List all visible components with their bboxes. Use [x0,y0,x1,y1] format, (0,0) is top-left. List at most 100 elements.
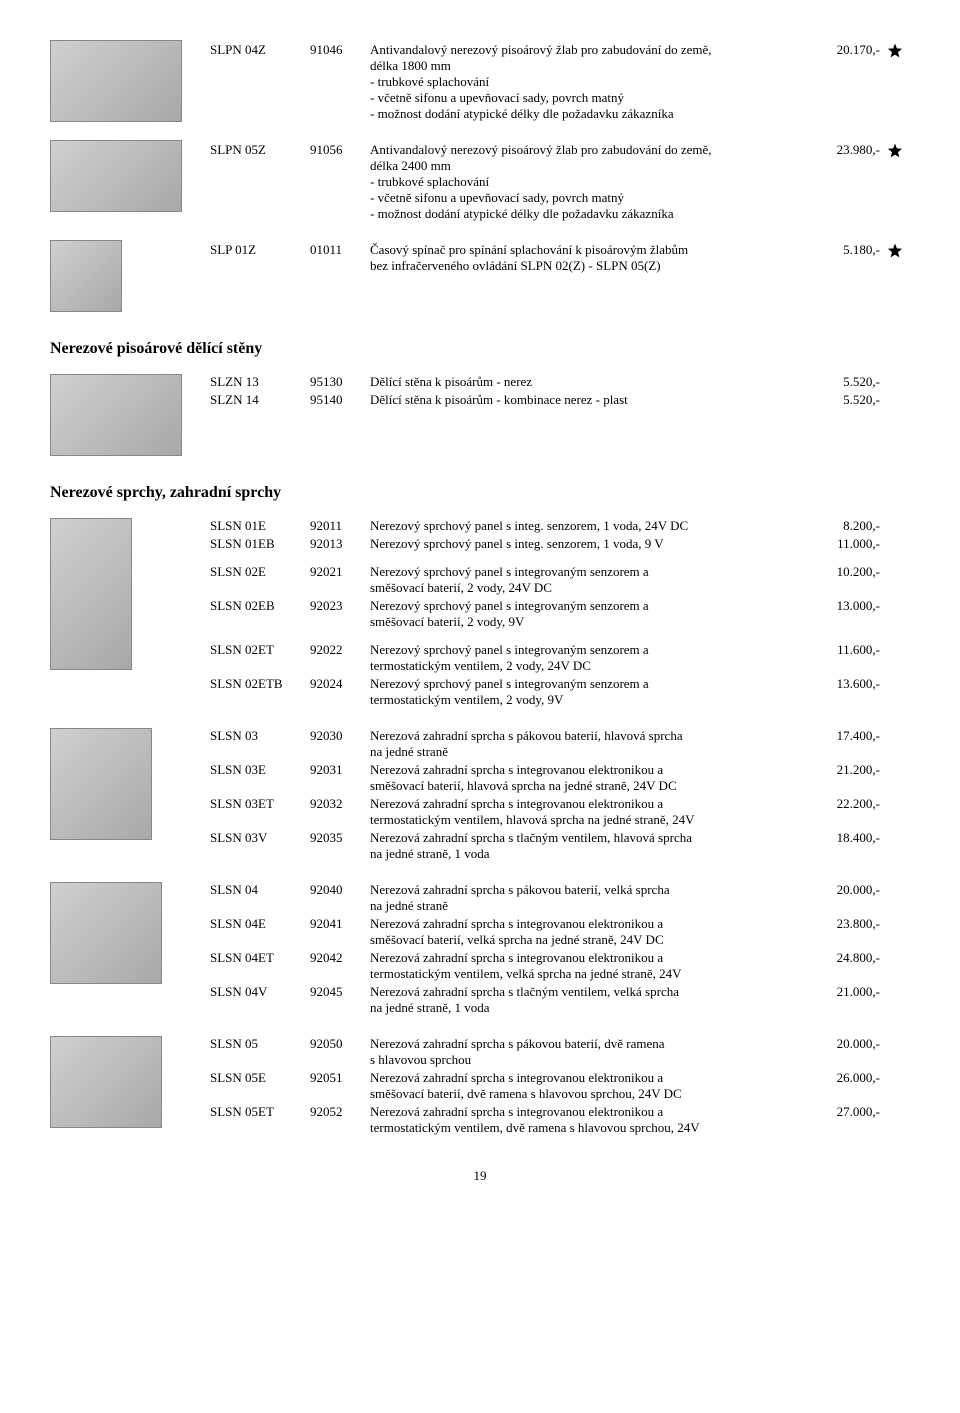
product-price: 22.200,- [810,796,880,828]
product-description: Dělící stěna k pisoárům - kombinace nere… [370,392,810,408]
product-price: 13.600,- [810,676,880,708]
product-description: Nerezová zahradní sprcha s tlačným venti… [370,830,810,862]
product-code: SLSN 03ET [210,796,310,828]
product-row: SLP 01Z01011Časový spínač pro spínání sp… [50,240,910,312]
product-description: Dělící stěna k pisoárům - nerez [370,374,810,390]
product-image [50,374,182,456]
product-line: SLSN 03ET92032Nerezová zahradní sprcha s… [210,796,880,828]
product-line: SLZN 1395130Dělící stěna k pisoárům - ne… [210,374,880,390]
product-price: 5.180,- [810,240,880,258]
product-number: 92031 [310,762,370,794]
section-heading-dividers: Nerezové pisoárové dělící stěny [50,340,910,358]
product-description: Nerezová zahradní sprcha s integrovanou … [370,762,810,794]
product-line: SLSN 05E92051Nerezová zahradní sprcha s … [210,1070,880,1102]
product-price: 20.170,- [810,40,880,58]
product-code: SLSN 04ET [210,950,310,982]
product-code: SLZN 13 [210,374,310,390]
product-line: SLSN 0392030Nerezová zahradní sprcha s p… [210,728,880,760]
product-description: Nerezová zahradní sprcha s tlačným venti… [370,984,810,1016]
product-code: SLPN 05Z [210,140,310,158]
product-price: 20.000,- [810,1036,880,1068]
product-description: Nerezový sprchový panel s integrovaným s… [370,598,810,630]
product-price: 21.000,- [810,984,880,1016]
product-description: Nerezová zahradní sprcha s integrovanou … [370,1104,810,1136]
product-code: SLSN 01E [210,518,310,534]
product-price: 11.600,- [810,642,880,674]
product-price: 5.520,- [810,374,880,390]
product-image [50,518,132,670]
product-price: 8.200,- [810,518,880,534]
product-number: 95130 [310,374,370,390]
product-code: SLSN 05E [210,1070,310,1102]
product-group: SLSN 0492040Nerezová zahradní sprcha s p… [50,882,910,1018]
product-group: SLSN 0392030Nerezová zahradní sprcha s p… [50,728,910,864]
product-number: 95140 [310,392,370,408]
product-price: 27.000,- [810,1104,880,1136]
product-code: SLSN 02ETB [210,676,310,708]
product-code: SLSN 02EB [210,598,310,630]
product-number: 92052 [310,1104,370,1136]
product-line: SLSN 04ET92042Nerezová zahradní sprcha s… [210,950,880,982]
product-description: Nerezová zahradní sprcha s pákovou bater… [370,1036,810,1068]
product-number: 92023 [310,598,370,630]
product-group: SLZN 1395130Dělící stěna k pisoárům - ne… [50,374,910,456]
product-number: 92011 [310,518,370,534]
product-number: 92040 [310,882,370,914]
product-number: 92013 [310,536,370,552]
product-image [50,40,182,122]
product-price: 23.800,- [810,916,880,948]
product-description: Nerezový sprchový panel s integrovaným s… [370,642,810,674]
product-line: SLSN 01E92011Nerezový sprchový panel s i… [210,518,880,534]
product-line: SLSN 0492040Nerezová zahradní sprcha s p… [210,882,880,914]
product-number: 91056 [310,140,370,158]
product-code: SLPN 04Z [210,40,310,58]
page-number: 19 [50,1168,910,1184]
product-number: 91046 [310,40,370,58]
product-number: 92051 [310,1070,370,1102]
product-description: Nerezový sprchový panel s integ. senzore… [370,518,810,534]
product-description: Nerezový sprchový panel s integrovaným s… [370,676,810,708]
product-code: SLSN 03E [210,762,310,794]
product-line: SLZN 1495140Dělící stěna k pisoárům - ko… [210,392,880,408]
product-description: Antivandalový nerezový pisoárový žlab pr… [370,40,810,122]
star-icon [886,142,904,160]
product-image [50,1036,162,1128]
product-number: 92022 [310,642,370,674]
product-code: SLSN 04E [210,916,310,948]
product-number: 92021 [310,564,370,596]
product-group: SLSN 01E92011Nerezový sprchový panel s i… [50,518,910,710]
product-line: SLSN 04E92041Nerezová zahradní sprcha s … [210,916,880,948]
product-code: SLSN 05 [210,1036,310,1068]
product-code: SLP 01Z [210,240,310,258]
product-code: SLSN 04 [210,882,310,914]
product-line: SLSN 01EB92013Nerezový sprchový panel s … [210,536,880,552]
product-price: 11.000,- [810,536,880,552]
product-line: SLSN 0592050Nerezová zahradní sprcha s p… [210,1036,880,1068]
product-line: SLSN 02EB92023Nerezový sprchový panel s … [210,598,880,630]
product-line: SLSN 02E92021Nerezový sprchový panel s i… [210,564,880,596]
product-image [50,140,182,212]
product-row: SLPN 05Z91056Antivandalový nerezový piso… [50,140,910,222]
product-description: Nerezová zahradní sprcha s integrovanou … [370,1070,810,1102]
product-line: SLSN 03E92031Nerezová zahradní sprcha s … [210,762,880,794]
product-code: SLZN 14 [210,392,310,408]
product-number: 92042 [310,950,370,982]
product-code: SLSN 03V [210,830,310,862]
product-number: 92050 [310,1036,370,1068]
product-row: SLPN 04Z91046Antivandalový nerezový piso… [50,40,910,122]
product-number: 92030 [310,728,370,760]
product-description: Nerezová zahradní sprcha s integrovanou … [370,916,810,948]
product-number: 01011 [310,240,370,258]
product-code: SLSN 02E [210,564,310,596]
product-description: Antivandalový nerezový pisoárový žlab pr… [370,140,810,222]
product-price: 24.800,- [810,950,880,982]
product-price: 20.000,- [810,882,880,914]
product-line: SLSN 02ET92022Nerezový sprchový panel s … [210,642,880,674]
product-code: SLSN 01EB [210,536,310,552]
product-code: SLSN 03 [210,728,310,760]
product-price: 21.200,- [810,762,880,794]
product-price: 26.000,- [810,1070,880,1102]
product-price: 18.400,- [810,830,880,862]
product-line: SLSN 02ETB92024Nerezový sprchový panel s… [210,676,880,708]
product-description: Časový spínač pro spínání splachování k … [370,240,810,274]
